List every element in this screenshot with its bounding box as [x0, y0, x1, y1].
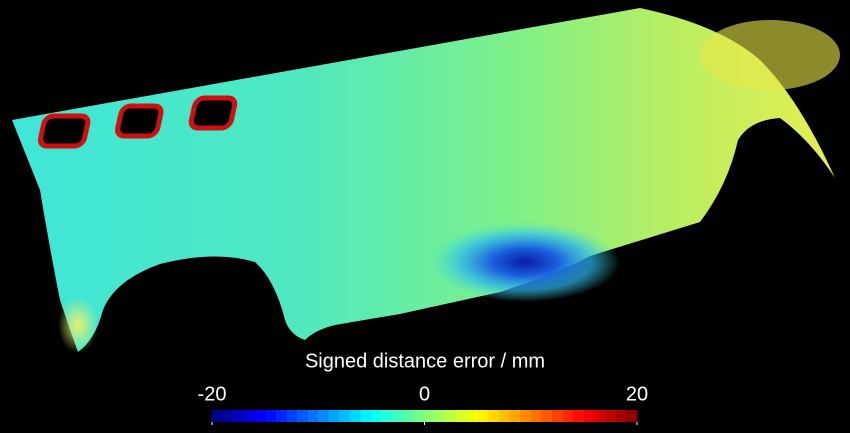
- colorbar-step: [520, 410, 532, 422]
- deviation-region: [58, 297, 98, 353]
- deviation-region: [430, 222, 620, 302]
- colorbar-label: Signed distance error / mm: [305, 350, 545, 372]
- colorbar-step: [509, 410, 521, 422]
- colorbar-step: [222, 410, 234, 422]
- colorbar-step: [339, 410, 351, 422]
- colorbar-step: [456, 410, 468, 422]
- colorbar-tick-label: 0: [419, 383, 430, 405]
- colorbar-tick-label: 20: [626, 383, 648, 405]
- colorbar-step: [286, 410, 298, 422]
- colorbar-step: [541, 410, 553, 422]
- colorbar-step: [498, 410, 510, 422]
- colorbar-step: [371, 410, 383, 422]
- colorbar-step: [297, 410, 309, 422]
- colorbar-step: [212, 410, 224, 422]
- colorbar-step: [530, 410, 542, 422]
- colorbar-step: [626, 410, 638, 422]
- colorbar-step: [413, 410, 425, 422]
- colorbar-step: [445, 410, 457, 422]
- colorbar-step: [583, 410, 595, 422]
- colorbar-step: [360, 410, 372, 422]
- vent: [115, 103, 164, 139]
- colorbar-step: [488, 410, 500, 422]
- colorbar-step: [318, 410, 330, 422]
- colorbar-step: [403, 410, 415, 422]
- colorbar-step: [243, 410, 255, 422]
- colorbar-step: [254, 410, 266, 422]
- vent: [188, 95, 238, 131]
- colorbar-step: [233, 410, 245, 422]
- colorbar-step: [615, 410, 627, 422]
- colorbar: -20 0 20: [198, 383, 648, 425]
- colorbar-tick-label: -20: [198, 383, 227, 405]
- colorbar-step: [573, 410, 585, 422]
- colorbar-step: [424, 410, 436, 422]
- colorbar-step: [392, 410, 404, 422]
- car-roof-render: [12, 8, 840, 353]
- colorbar-step: [382, 410, 394, 422]
- colorbar-step: [605, 410, 617, 422]
- vent: [37, 113, 91, 149]
- colorbar-step: [350, 410, 362, 422]
- colorbar-step: [435, 410, 447, 422]
- colorbar-step: [562, 410, 574, 422]
- colorbar-step: [552, 410, 564, 422]
- colorbar-step: [467, 410, 479, 422]
- colorbar-step: [265, 410, 277, 422]
- colorbar-step: [307, 410, 319, 422]
- deviation-region: [700, 20, 840, 90]
- surface: [12, 8, 835, 352]
- colorbar-step: [275, 410, 287, 422]
- colorbar-step: [328, 410, 340, 422]
- colorbar-step: [477, 410, 489, 422]
- colorbar-step: [594, 410, 606, 422]
